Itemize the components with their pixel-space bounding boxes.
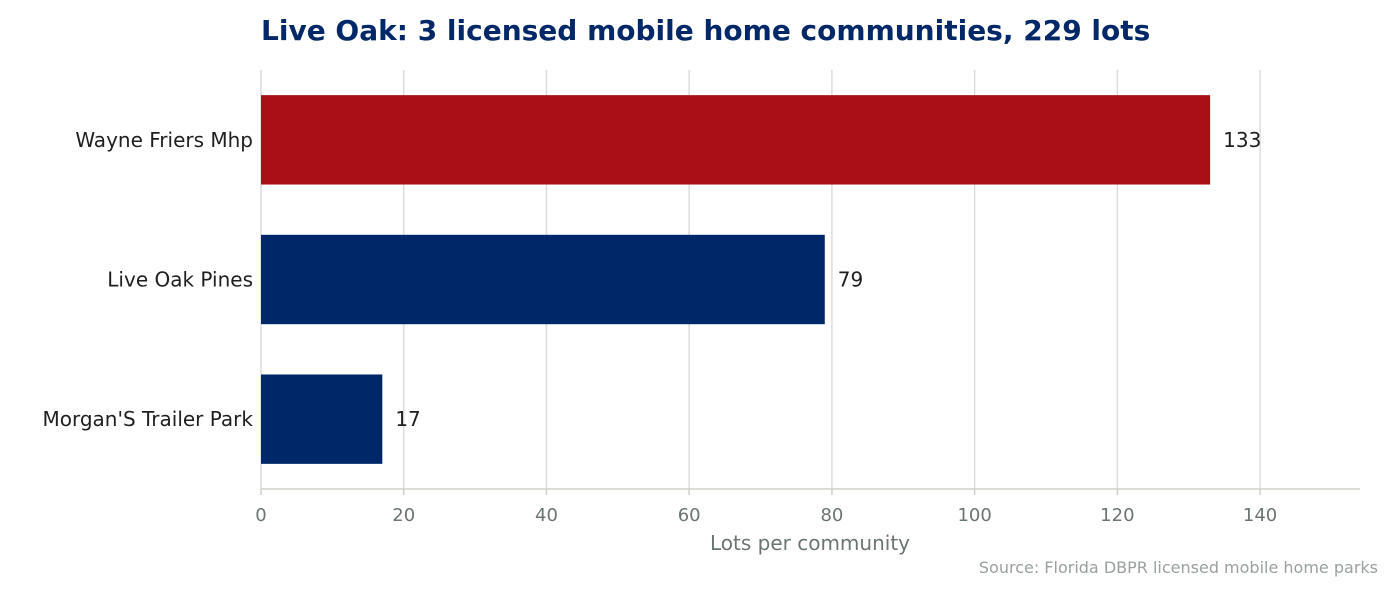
x-tick-label-120: 120 — [1100, 505, 1134, 526]
x-tick-label-0: 0 — [255, 505, 266, 526]
x-tick-label-100: 100 — [957, 505, 991, 526]
value-label-1: 133 — [1223, 128, 1261, 152]
value-label-3: 17 — [395, 407, 420, 431]
bar-3 — [261, 374, 383, 464]
bar-1 — [261, 95, 1211, 185]
chart-title: Live Oak: 3 licensed mobile home communi… — [261, 14, 1150, 47]
x-tick-label-60: 60 — [678, 505, 701, 526]
x-axis: 0 20 40 60 80 100 120 140 — [255, 488, 1360, 526]
category-label-1: Wayne Friers Mhp — [75, 128, 253, 152]
x-tick-label-20: 20 — [392, 505, 415, 526]
bars: Wayne Friers Mhp 133 Live Oak Pines 79 Morga… — [42, 95, 1261, 464]
value-label-2: 79 — [838, 268, 863, 292]
bar-2 — [261, 234, 825, 325]
x-tick-label-140: 140 — [1243, 505, 1277, 526]
x-axis-label: Lots per community — [710, 531, 910, 555]
source-note: Source: Florida DBPR licensed mobile hom… — [979, 558, 1378, 577]
x-tick-label-80: 80 — [820, 505, 843, 526]
category-label-3: Morgan'S Trailer Park — [42, 407, 253, 431]
x-tick-label-40: 40 — [535, 505, 558, 526]
category-label-2: Live Oak Pines — [107, 268, 253, 292]
